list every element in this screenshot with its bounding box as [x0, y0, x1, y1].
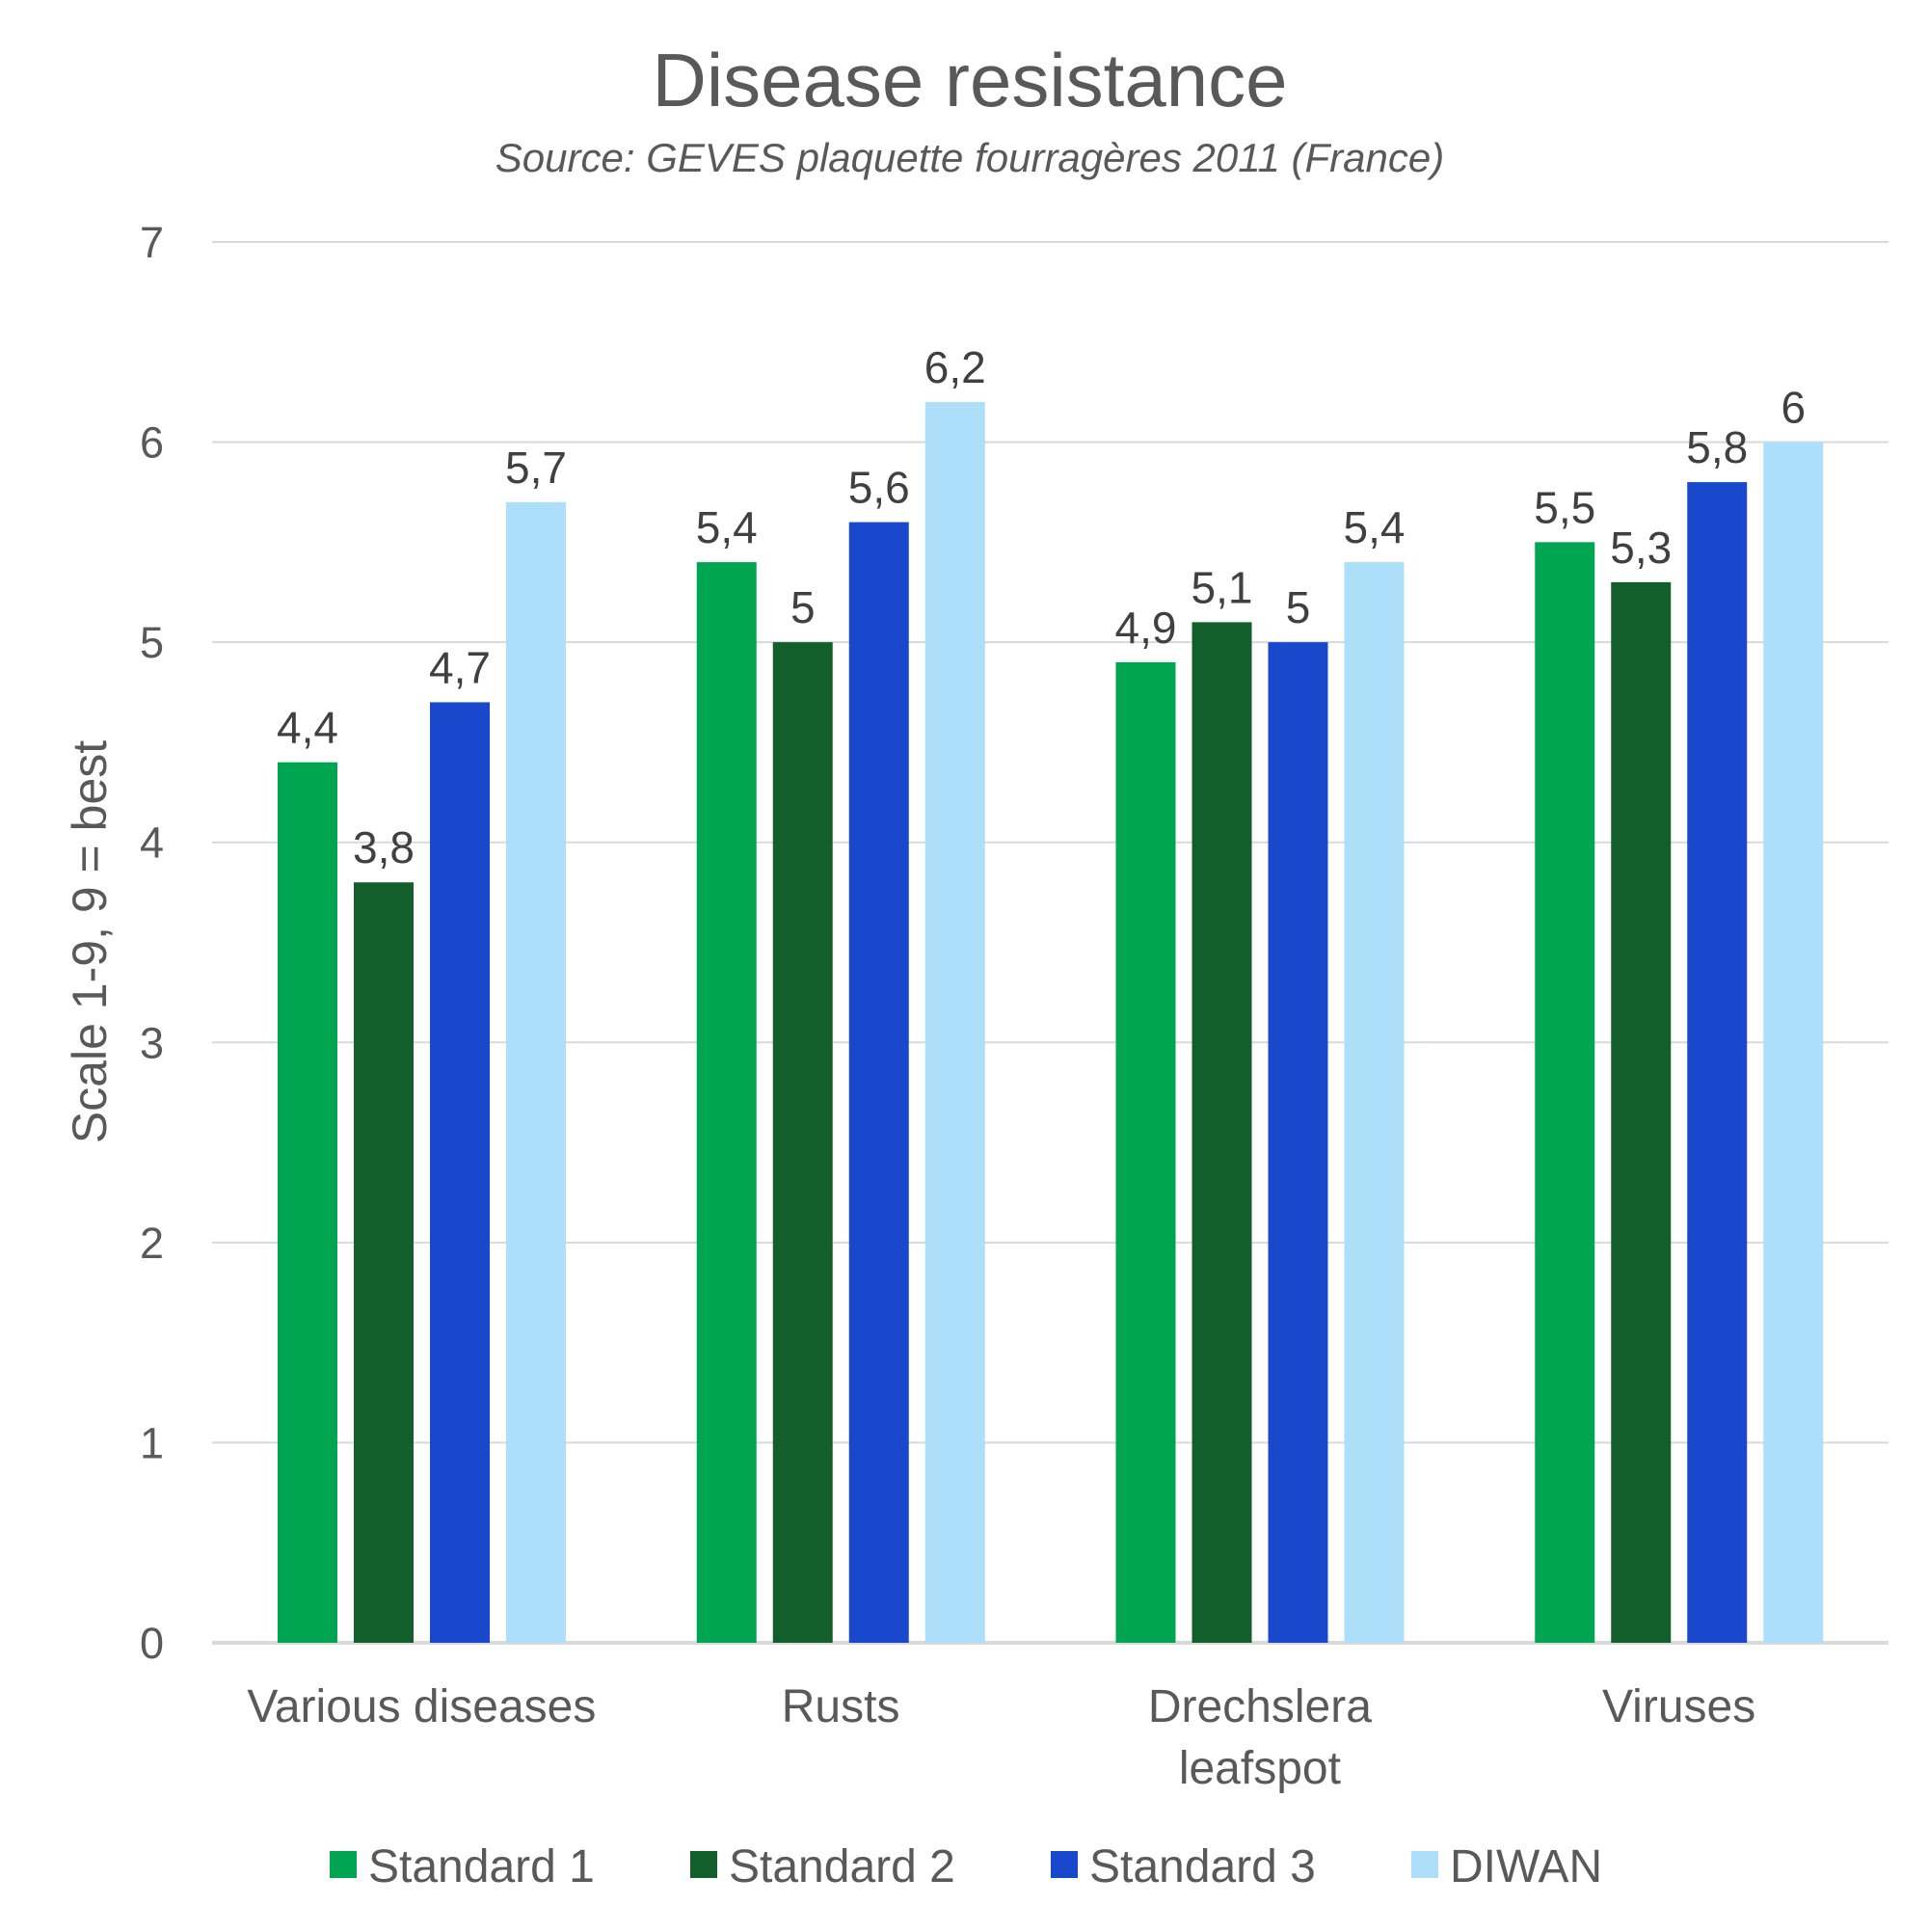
data-label: 5,4	[1344, 502, 1406, 552]
x-category-label: Rusts	[782, 1681, 900, 1732]
y-tick-label: 5	[140, 618, 164, 667]
legend-swatch	[330, 1851, 357, 1878]
x-category-label: leafspot	[1179, 1743, 1341, 1794]
legend-label: Standard 3	[1089, 1841, 1316, 1892]
y-tick-label: 2	[140, 1219, 164, 1268]
legend-swatch	[1051, 1851, 1078, 1878]
bar-diwan	[924, 402, 985, 1643]
bar-standard-1	[1115, 661, 1176, 1643]
x-category-label: Drechslera	[1148, 1681, 1372, 1732]
legend-label: Standard 1	[368, 1841, 595, 1892]
y-tick-label: 6	[140, 418, 164, 468]
data-label: 4,9	[1115, 603, 1177, 653]
bar-diwan	[506, 501, 566, 1644]
y-tick-label: 3	[140, 1018, 164, 1067]
legend-swatch	[690, 1851, 717, 1878]
bar-standard-3	[430, 702, 490, 1643]
bar-diwan	[1344, 562, 1405, 1643]
y-axis-label: Scale 1-9, 9 = best	[63, 740, 117, 1143]
data-label: 5,4	[696, 502, 758, 552]
y-tick-label: 4	[140, 818, 164, 868]
chart-title: Disease resistance	[653, 38, 1288, 122]
data-label: 5,5	[1534, 482, 1595, 532]
legend-swatch	[1411, 1851, 1438, 1878]
data-label: 5,7	[505, 443, 567, 493]
bar-standard-1	[278, 762, 337, 1643]
data-label: 5,8	[1686, 422, 1748, 472]
bar-standard-2	[1192, 622, 1252, 1643]
data-label: 6	[1781, 383, 1806, 433]
data-label: 5	[1286, 582, 1311, 632]
chart-subtitle: Source: GEVES plaquette fourragères 2011…	[495, 135, 1444, 180]
data-label: 3,8	[353, 822, 415, 872]
bar-standard-2	[1611, 581, 1672, 1644]
bar-standard-1	[696, 562, 757, 1643]
bar-standard-2	[354, 882, 414, 1643]
bar-standard-3	[1268, 642, 1328, 1644]
legend-label: Standard 2	[729, 1841, 955, 1892]
bar-standard-2	[772, 642, 833, 1644]
data-label: 4,4	[277, 703, 338, 753]
data-label: 5,3	[1610, 523, 1672, 573]
x-category-label: Various diseases	[247, 1681, 596, 1732]
y-tick-label: 7	[140, 218, 164, 267]
legend-label: DIWAN	[1450, 1841, 1602, 1892]
data-label: 5,6	[848, 463, 910, 513]
bar-standard-3	[848, 522, 909, 1643]
y-tick-label: 0	[140, 1619, 164, 1668]
x-category-label: Viruses	[1602, 1681, 1755, 1732]
y-tick-label: 1	[140, 1418, 164, 1467]
data-label: 5,1	[1192, 562, 1253, 612]
data-label: 6,2	[924, 342, 986, 392]
data-label: 4,7	[429, 642, 491, 692]
bar-standard-1	[1535, 542, 1595, 1643]
data-label: 5	[790, 582, 816, 632]
bar-standard-3	[1687, 482, 1748, 1644]
bar-diwan	[1763, 442, 1824, 1644]
